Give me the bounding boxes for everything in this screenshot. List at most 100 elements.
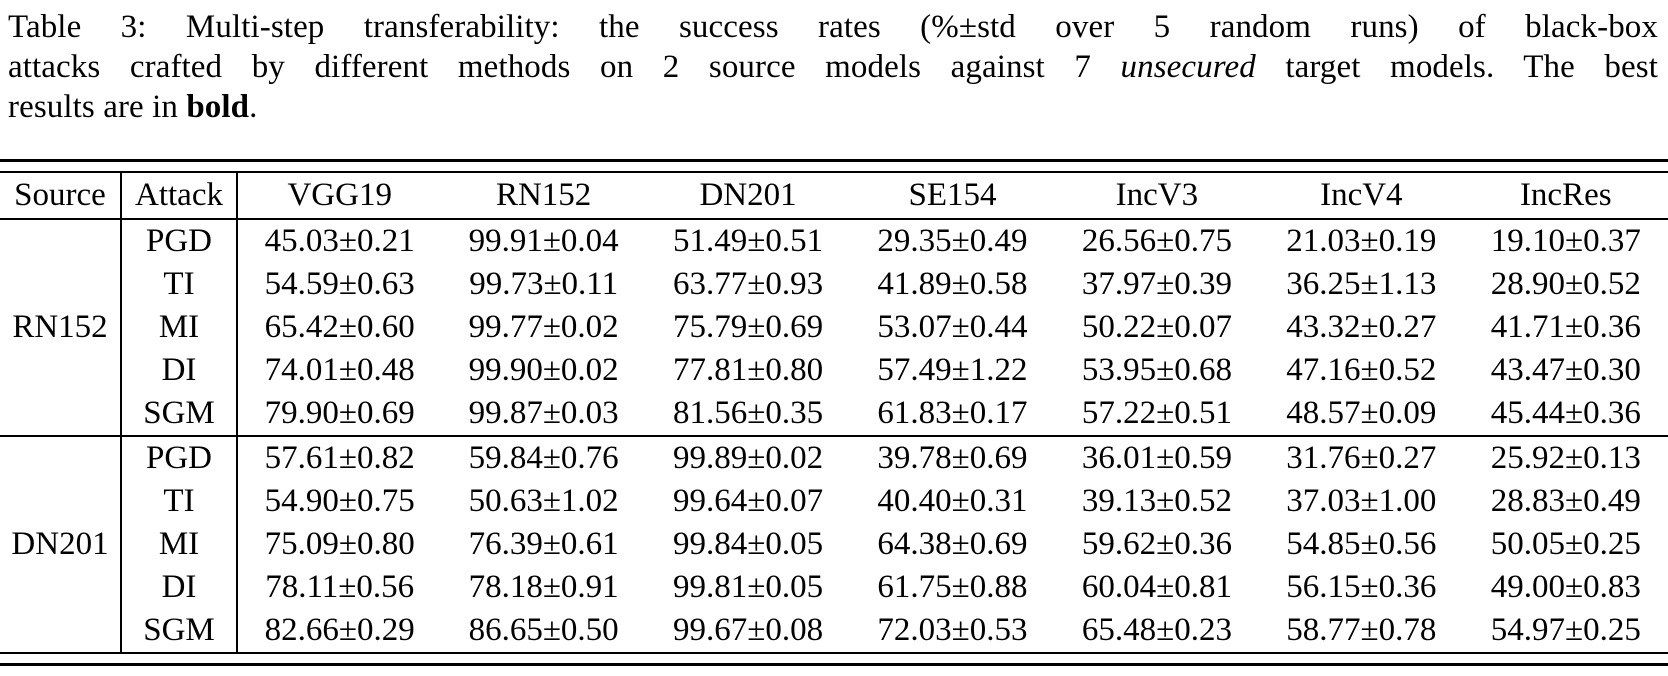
data-cell: 61.75±0.88 — [877, 569, 1028, 605]
data-cell: 39.78±0.69 — [877, 440, 1028, 476]
results-table: Source Attack VGG19 RN152 DN201 SE154 In… — [0, 171, 1668, 654]
data-cell: 53.95±0.68 — [1081, 352, 1232, 388]
data-cell: 48.57±0.09 — [1286, 395, 1437, 431]
data-cell: 57.61±0.82 — [264, 440, 415, 476]
data-cell: 54.59±0.63 — [264, 266, 415, 302]
data-cell: 99.87±0.03 — [468, 395, 619, 431]
data-cell: 36.25±1.13 — [1286, 266, 1437, 302]
table-caption: Table 3: Multi-step transferability: the… — [0, 0, 1668, 127]
table-row: SGM 79.90±0.69 99.87±0.03 81.56±0.35 61.… — [0, 392, 1668, 436]
data-cell: 19.10±0.37 — [1490, 223, 1641, 259]
data-cell: 37.97±0.39 — [1081, 266, 1232, 302]
column-header-incv4: IncV4 — [1320, 177, 1403, 213]
column-header-rn152: RN152 — [495, 177, 592, 213]
column-header-source: Source — [0, 172, 122, 219]
header-row: Source Attack VGG19 RN152 DN201 SE154 In… — [0, 172, 1668, 219]
table-row: MI 75.09±0.80 76.39±0.61 99.84±0.05 64.3… — [0, 523, 1668, 566]
data-cell: 47.16±0.52 — [1286, 352, 1437, 388]
data-cell: 40.40±0.31 — [877, 483, 1028, 519]
table-row: TI 54.90±0.75 50.63±1.02 99.64±0.07 40.4… — [0, 480, 1668, 523]
data-cell: 28.83±0.49 — [1490, 483, 1641, 519]
data-cell: 50.22±0.07 — [1081, 309, 1232, 345]
column-header-se154: SE154 — [908, 177, 997, 213]
column-header-incv3: IncV3 — [1115, 177, 1199, 213]
source-group-dn201: DN201 PGD 57.61±0.82 59.84±0.76 99.89±0.… — [0, 436, 1668, 653]
data-cell: 57.49±1.22 — [877, 352, 1028, 388]
attack-label: SGM — [121, 609, 238, 653]
data-cell: 53.07±0.44 — [877, 309, 1028, 345]
data-cell: 50.63±1.02 — [468, 483, 619, 519]
attack-label: TI — [121, 263, 238, 306]
data-cell: 78.11±0.56 — [265, 569, 415, 605]
data-cell: 50.05±0.25 — [1490, 526, 1641, 562]
data-cell: 81.56±0.35 — [672, 395, 824, 431]
data-cell: 77.81±0.80 — [672, 352, 824, 388]
data-cell: 60.04±0.81 — [1081, 569, 1232, 605]
data-cell: 56.15±0.36 — [1286, 569, 1437, 605]
data-cell: 99.91±0.04 — [468, 223, 619, 259]
table-bottom-rule — [0, 663, 1668, 666]
data-cell: 51.49±0.51 — [672, 223, 824, 259]
source-group-rn152: RN152 PGD 45.03±0.21 99.91±0.04 51.49±0.… — [0, 219, 1668, 436]
table-header: Source Attack VGG19 RN152 DN201 SE154 In… — [0, 172, 1668, 219]
source-label: DN201 — [0, 436, 122, 653]
data-cell: 49.00±0.83 — [1490, 569, 1641, 605]
source-label: RN152 — [0, 219, 122, 436]
data-cell: 43.47±0.30 — [1490, 352, 1641, 388]
data-cell: 65.42±0.60 — [264, 309, 415, 345]
data-cell: 76.39±0.61 — [468, 526, 619, 562]
attack-label: DI — [121, 566, 238, 609]
data-cell: 99.89±0.02 — [672, 440, 824, 476]
data-cell: 54.97±0.25 — [1490, 612, 1641, 648]
data-cell: 86.65±0.50 — [468, 612, 619, 648]
data-cell: 65.48±0.23 — [1081, 612, 1232, 648]
data-cell: 25.92±0.13 — [1490, 440, 1641, 476]
data-cell: 26.56±0.75 — [1081, 223, 1232, 259]
data-cell: 82.66±0.29 — [264, 612, 415, 648]
column-header-attack: Attack — [121, 172, 238, 219]
attack-label: TI — [121, 480, 238, 523]
data-cell: 99.64±0.07 — [672, 483, 824, 519]
attack-label: PGD — [121, 219, 238, 263]
data-cell: 57.22±0.51 — [1081, 395, 1232, 431]
data-cell: 64.38±0.69 — [877, 526, 1028, 562]
caption-line-1: Table 3: Multi-step transferability: the… — [8, 9, 1658, 45]
attack-label: MI — [121, 306, 238, 349]
data-cell: 28.90±0.52 — [1490, 266, 1641, 302]
data-cell: 41.89±0.58 — [877, 266, 1028, 302]
data-cell: 78.18±0.91 — [468, 569, 619, 605]
attack-label: MI — [121, 523, 238, 566]
data-cell: 99.90±0.02 — [468, 352, 619, 388]
table-row: DI 74.01±0.48 99.90±0.02 77.81±0.80 57.4… — [0, 349, 1668, 392]
data-cell: 99.81±0.05 — [672, 569, 824, 605]
data-cell: 99.73±0.11 — [469, 266, 619, 302]
data-cell: 45.03±0.21 — [264, 223, 415, 259]
caption-text: attacks crafted by different methods on … — [8, 49, 1121, 85]
attack-label: PGD — [121, 436, 238, 480]
column-header-incres: IncRes — [1519, 177, 1612, 213]
data-cell: 74.01±0.48 — [264, 352, 415, 388]
caption-line-3: results are in bold. — [8, 87, 1658, 127]
data-cell: 99.84±0.05 — [672, 526, 824, 562]
data-cell: 54.90±0.75 — [264, 483, 415, 519]
attack-label: SGM — [121, 392, 238, 436]
data-cell: 79.90±0.69 — [264, 395, 415, 431]
data-cell: 54.85±0.56 — [1286, 526, 1437, 562]
data-cell: 99.77±0.02 — [468, 309, 619, 345]
data-cell: 61.83±0.17 — [877, 395, 1028, 431]
data-cell: 59.84±0.76 — [468, 440, 619, 476]
data-cell: 72.03±0.53 — [877, 612, 1028, 648]
data-cell: 43.32±0.27 — [1286, 309, 1437, 345]
caption-text: . — [249, 89, 258, 125]
table-row: DN201 PGD 57.61±0.82 59.84±0.76 99.89±0.… — [0, 436, 1668, 653]
data-cell: 37.03±1.00 — [1286, 483, 1437, 519]
table-top-rule — [0, 159, 1668, 162]
caption-bold-word: bold — [186, 89, 250, 125]
data-cell: 21.03±0.19 — [1286, 223, 1437, 259]
data-cell: 63.77±0.93 — [672, 266, 824, 302]
data-cell: 58.77±0.78 — [1286, 612, 1437, 648]
caption-line-2: attacks crafted by different methods on … — [8, 47, 1658, 87]
data-cell: 45.44±0.36 — [1490, 395, 1641, 431]
attack-label: DI — [121, 349, 238, 392]
